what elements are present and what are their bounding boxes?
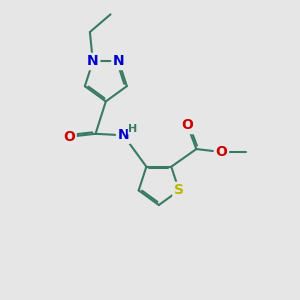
Text: O: O	[182, 118, 194, 133]
Text: N: N	[113, 55, 124, 68]
Text: N: N	[87, 55, 99, 68]
Text: O: O	[63, 130, 75, 144]
Text: N: N	[118, 128, 129, 142]
Text: H: H	[128, 124, 137, 134]
Text: O: O	[215, 145, 227, 159]
Text: S: S	[174, 183, 184, 197]
